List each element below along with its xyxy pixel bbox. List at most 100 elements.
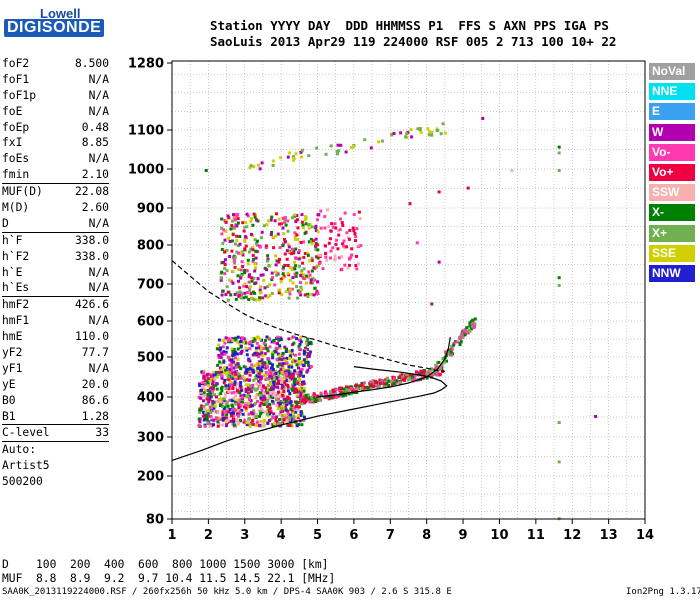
echo-point [363,385,367,389]
echo-point [354,235,358,238]
echo-point [438,372,442,376]
echo-point [244,341,247,345]
echo-point [222,416,226,420]
echo-point [230,224,234,228]
echo-point [557,284,561,287]
echo-point [297,257,301,261]
echo-point [200,385,204,388]
echo-point [253,262,257,266]
echo-point [201,414,205,418]
echo-point [309,281,313,285]
echo-point [418,372,422,376]
echo-point [251,384,254,388]
echo-point [254,249,258,253]
echo-point [333,222,337,226]
echo-point [319,209,323,213]
echo-point [215,417,219,420]
echo-point [310,242,314,246]
echo-point [391,380,395,384]
echo-point [437,360,441,364]
echo-point [338,389,342,392]
echo-point [205,413,209,417]
echo-point [259,393,263,397]
echo-point [260,358,264,362]
echo-point [249,399,253,403]
echo-point [274,346,278,350]
echo-point [277,404,281,408]
echo-point [302,418,306,422]
echo-point [304,361,308,364]
echo-point [309,292,313,296]
echo-point [252,415,256,419]
echo-point [307,226,311,230]
param-key: hmE [2,330,23,344]
footer-info: SAA0K_2013119224000.RSF / 260fx256h 50 k… [2,587,452,597]
echo-point [337,149,341,153]
echo-point [208,424,212,428]
echo-point [298,342,302,346]
echo-point [284,400,288,403]
echo-point [227,339,231,342]
extrapolated-curve [171,260,445,372]
echo-point [427,133,431,137]
echo-point [283,263,287,267]
echo-point [390,382,394,386]
echo-point [437,190,441,194]
echo-point [217,393,221,397]
echo-point [265,362,269,366]
echo-point [280,405,284,409]
echo-point [342,387,345,391]
param-row: foF2 8.500 [2,56,109,72]
echo-point [242,337,246,341]
echo-point [340,221,344,225]
echo-point [304,222,308,226]
echo-point [239,276,243,280]
echo-point [226,418,230,422]
y-tick-label: 300 [137,431,164,446]
param-row: 500200 [2,474,109,490]
echo-point [299,394,303,398]
echo-point [268,345,272,349]
echo-point [222,407,226,410]
echo-point [316,230,320,234]
param-row: foF1p N/A [2,88,109,104]
echo-point [275,212,278,216]
echo-point [225,248,229,252]
echo-point [207,400,211,404]
legend-item: SSE [649,244,695,262]
echo-point [221,418,225,422]
echo-point [199,408,203,412]
echo-point [434,363,438,367]
echo-point [258,410,262,414]
echo-point [247,417,251,421]
echo-point [286,264,290,267]
echo-point [347,237,351,241]
echo-point [234,297,238,301]
echo-point [295,388,299,392]
echo-point [277,413,281,417]
echo-point [255,218,258,222]
echo-point [222,260,226,264]
echo-point [249,404,253,408]
echo-point [219,276,223,280]
echo-point [333,257,337,261]
param-row: foEs N/A [2,151,109,167]
echo-point [233,217,237,221]
echo-point [200,388,203,392]
echo-point [459,340,463,344]
echo-point [261,365,264,369]
echo-point [227,410,230,414]
echo-point [299,368,303,372]
echo-point [275,259,279,263]
echo-point [297,338,301,342]
echo-point [293,383,297,387]
echo-point [226,214,230,218]
echo-point [481,116,485,120]
echo-point [278,346,282,350]
echo-point [339,143,343,147]
legend-item: Vo- [649,143,695,161]
echo-point [283,357,286,361]
echo-point [236,347,240,351]
echo-point [306,337,310,341]
echo-point [232,226,236,230]
